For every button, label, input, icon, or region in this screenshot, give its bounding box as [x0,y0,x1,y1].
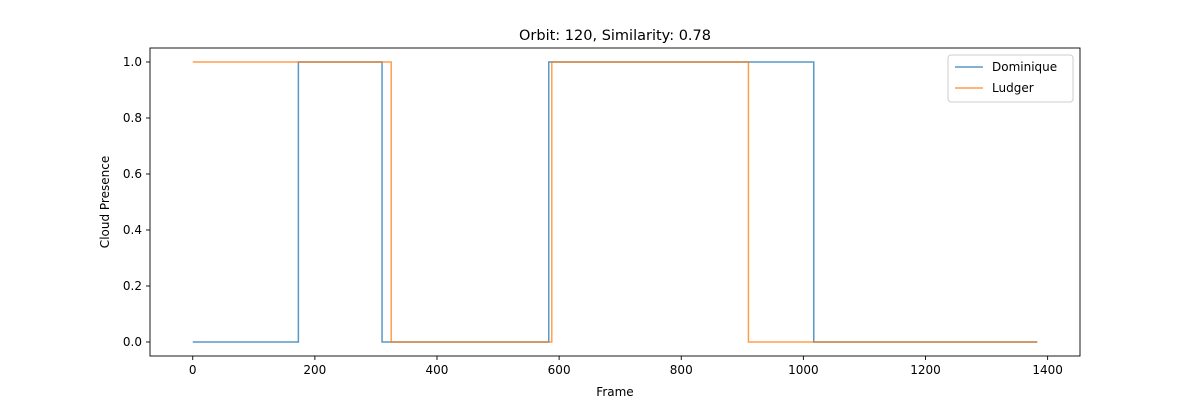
y-tick-label: 0.8 [123,111,142,125]
legend-label-dominique: Dominique [992,60,1057,74]
x-tick-label: 1400 [1032,363,1063,377]
x-axis-label: Frame [596,385,633,399]
plot-lines [192,61,1038,343]
y-tick-label: 0.4 [123,223,142,237]
x-axis: 0 200 400 600 800 1000 1200 1400 [189,356,1063,377]
y-tick-label: 0.0 [123,335,142,349]
x-tick-label: 200 [303,363,326,377]
y-tick-label: 1.0 [123,55,142,69]
x-tick-label: 800 [670,363,693,377]
x-tick-label: 0 [189,363,197,377]
chart-title: Orbit: 120, Similarity: 0.78 [519,28,711,44]
plot-frame [149,47,1081,357]
x-tick-label: 1000 [788,363,819,377]
x-tick-label: 400 [426,363,449,377]
y-tick-label: 0.6 [123,167,142,181]
x-tick-label: 600 [548,363,571,377]
x-tick-label: 1200 [910,363,941,377]
y-axis-label: Cloud Presence [98,156,112,248]
series-line-ludger [192,61,1038,343]
y-axis: 0.0 0.2 0.4 0.6 0.8 1.0 [123,55,150,349]
legend: Dominique Ludger [947,54,1074,103]
legend-label-ludger: Ludger [992,81,1034,95]
y-tick-label: 0.2 [123,279,142,293]
